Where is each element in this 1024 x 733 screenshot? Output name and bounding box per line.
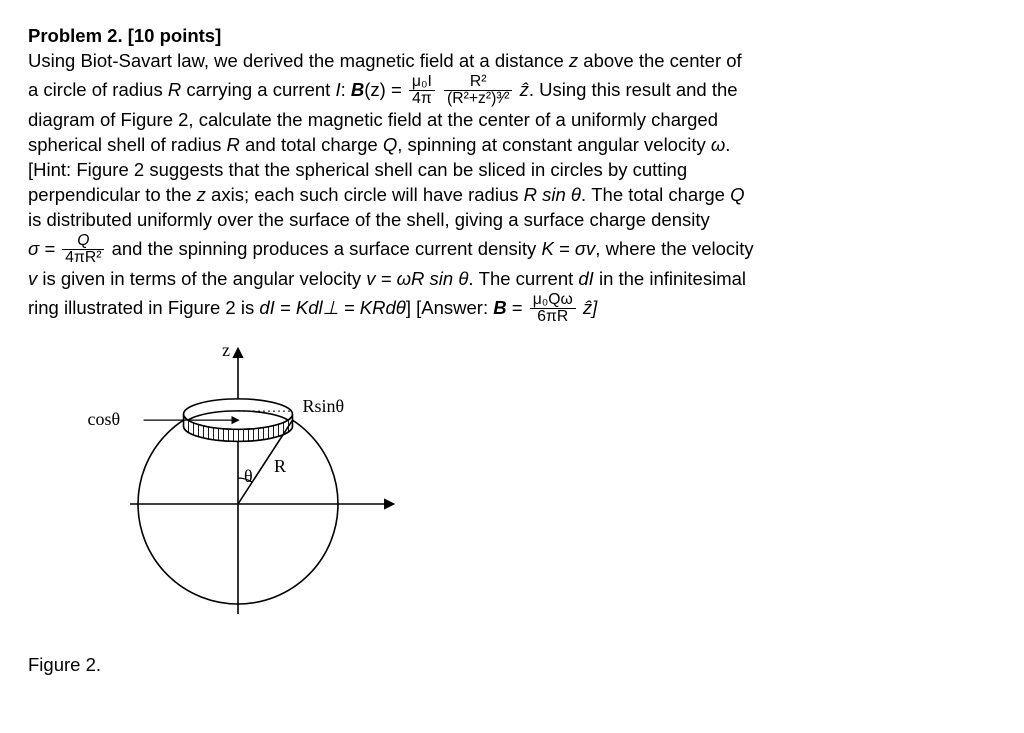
- var-R: R: [226, 134, 239, 155]
- svg-text:θ: θ: [244, 466, 253, 486]
- var-z: z: [197, 184, 206, 205]
- frac-answer: μ₀Qω6πR: [530, 292, 576, 326]
- t: , where the velocity: [595, 238, 753, 259]
- t: spherical shell of radius: [28, 134, 226, 155]
- t: carrying a current: [181, 79, 335, 100]
- rsin: R sin θ: [524, 184, 581, 205]
- t: in the infinitesimal: [594, 268, 746, 289]
- t: , spinning at constant angular velocity: [397, 134, 711, 155]
- frac-R2: R²(R²+z²)³⁄²: [444, 74, 512, 108]
- dIeq: dI = Kdl⊥ = KRdθ: [259, 297, 405, 318]
- t: ring illustrated in Figure 2 is: [28, 297, 259, 318]
- svg-text:z: z: [222, 340, 230, 360]
- zhat2: ẑ]: [578, 297, 598, 318]
- sigma: σ =: [28, 238, 60, 259]
- num: μ₀I: [409, 74, 435, 92]
- t: diagram of Figure 2, calculate the magne…: [28, 109, 718, 130]
- den: 6πR: [530, 309, 576, 326]
- Keq: K = σv: [541, 238, 595, 259]
- var-Q: Q: [730, 184, 744, 205]
- svg-text:R: R: [274, 456, 286, 476]
- eq-Barg: (z) =: [364, 79, 407, 100]
- var-omega: ω: [711, 134, 725, 155]
- svg-text:Rsinθ: Rsinθ: [302, 396, 344, 416]
- t: is distributed uniformly over the surfac…: [28, 209, 710, 230]
- problem-body: Problem 2. [10 points] Using Biot-Savart…: [28, 24, 996, 326]
- t: ] [Answer:: [406, 297, 493, 318]
- figure-svg: z Rsinθ Rθ Rcosθ: [88, 334, 448, 634]
- t: axis; each such circle will have radius: [206, 184, 524, 205]
- den: 4π: [409, 91, 435, 108]
- t: a circle of radius: [28, 79, 168, 100]
- ans-eq: =: [507, 297, 528, 318]
- den: 4πR²: [62, 250, 104, 267]
- var-z: z: [569, 50, 578, 71]
- eq-B: B: [351, 79, 364, 100]
- num: μ₀Qω: [530, 292, 576, 310]
- figure-2: z Rsinθ Rθ Rcosθ: [88, 334, 996, 641]
- t: is given in terms of the angular velocit…: [37, 268, 366, 289]
- t: :: [341, 79, 351, 100]
- problem-heading: Problem 2. [10 points]: [28, 25, 221, 46]
- t: and the spinning produces a surface curr…: [106, 238, 541, 259]
- t: and total charge: [240, 134, 383, 155]
- num: Q: [62, 233, 104, 251]
- Bans: B: [493, 297, 506, 318]
- veq: v = ωR sin θ: [366, 268, 468, 289]
- t: perpendicular to the: [28, 184, 197, 205]
- t: . Using this result and the: [529, 79, 738, 100]
- t: Using Biot-Savart law, we derived the ma…: [28, 50, 569, 71]
- frac-sigma: Q4πR²: [62, 233, 104, 267]
- t: . The total charge: [581, 184, 730, 205]
- den: (R²+z²)³⁄²: [444, 91, 512, 108]
- dI: dI: [578, 268, 593, 289]
- var-Q: Q: [383, 134, 397, 155]
- frac-mu0I-4pi: μ₀I4π: [409, 74, 435, 108]
- t: .: [725, 134, 730, 155]
- figure-caption: Figure 2.: [28, 653, 996, 678]
- zhat: ẑ: [514, 79, 528, 100]
- t: [Hint: Figure 2 suggests that the spheri…: [28, 159, 687, 180]
- svg-text:Rcosθ: Rcosθ: [88, 409, 120, 429]
- var-R: R: [168, 79, 181, 100]
- t: above the center of: [578, 50, 742, 71]
- t: . The current: [468, 268, 578, 289]
- num: R²: [444, 74, 512, 92]
- var-v: v: [28, 268, 37, 289]
